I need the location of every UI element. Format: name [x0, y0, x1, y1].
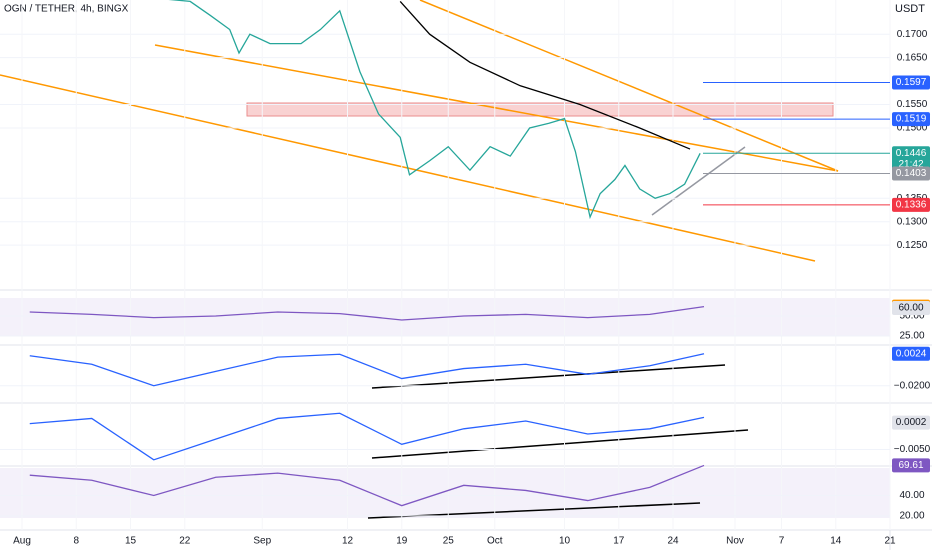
- y-tick-label: 25.00: [899, 331, 924, 342]
- price-tag: [892, 112, 930, 127]
- indicator-tag: [892, 301, 930, 315]
- price-tag: [892, 166, 930, 181]
- x-tick-label: 17: [613, 536, 625, 547]
- y-tick-label: 0.1700: [897, 29, 928, 40]
- x-tick-label: 19: [396, 536, 408, 547]
- indicator-tag-label: 69.61: [898, 460, 923, 471]
- indicator-tag-label: 60.00: [898, 303, 923, 314]
- price-tag-label: 0.1336: [896, 199, 927, 210]
- divergence-line: [371, 429, 749, 459]
- y-tick-label: 0.1500: [897, 123, 928, 134]
- price-tag: [892, 75, 930, 90]
- y-tick-label: 0.1550: [897, 99, 928, 110]
- price-tag-label: 0.1597: [896, 77, 927, 88]
- last-price-label: 0.1446: [896, 148, 927, 159]
- currency: USDT: [895, 3, 925, 15]
- x-tick-label: 7: [779, 536, 785, 547]
- x-tick-label: 25: [443, 536, 455, 547]
- y-tick-label: 40.00: [899, 490, 924, 501]
- y-tick-label: 0.1250: [897, 240, 928, 251]
- y-tick-label: −0.0200: [894, 380, 931, 391]
- x-tick-label: 12: [342, 536, 354, 547]
- x-tick-label: Nov: [726, 536, 744, 547]
- indicator-tag-label: 0.0024: [896, 348, 927, 359]
- x-tick-label: 22: [179, 536, 191, 547]
- x-tick-label: 21: [884, 536, 896, 547]
- x-tick-label: 14: [830, 536, 842, 547]
- channel-line: [419, 0, 839, 172]
- y-tick-label: 20.00: [899, 510, 924, 521]
- x-tick-label: 15: [125, 536, 137, 547]
- indicator-tag: [892, 458, 930, 473]
- y-tick-label: 50.00: [899, 311, 924, 322]
- series-line: [168, 0, 701, 220]
- indicator-tag: [892, 415, 930, 430]
- x-tick-label: Oct: [487, 536, 503, 547]
- y-tick-label: −0.0050: [894, 444, 931, 455]
- indicator-tag-label: 0.0002: [896, 417, 927, 428]
- chart-title: OGN / TETHER, 4h, BINGX: [4, 4, 129, 15]
- x-tick-label: Aug: [13, 536, 31, 547]
- x-tick-label: Sep: [253, 536, 271, 547]
- x-tick-label: 24: [667, 536, 679, 547]
- price-tag-label: 0.1519: [896, 114, 927, 125]
- trend-line: [651, 146, 746, 216]
- divergence-line: [371, 364, 726, 389]
- series-line: [29, 353, 705, 387]
- indicator-tag: [892, 346, 930, 361]
- series-line: [399, 0, 691, 150]
- series-line: [29, 305, 705, 321]
- series-line: [29, 464, 705, 507]
- price-tag-label: 0.1403: [896, 168, 927, 179]
- price-tag: [892, 197, 930, 212]
- y-tick-label: 0.1300: [897, 216, 928, 227]
- last-price-tag: [892, 146, 930, 171]
- channel-line: [154, 44, 839, 172]
- countdown: 21:42: [898, 159, 923, 170]
- x-tick-label: 8: [73, 536, 79, 547]
- x-tick-label: 10: [559, 536, 571, 547]
- rsi-band: [0, 468, 890, 518]
- y-tick-label: 0.1650: [897, 52, 928, 63]
- series-line: [29, 412, 705, 461]
